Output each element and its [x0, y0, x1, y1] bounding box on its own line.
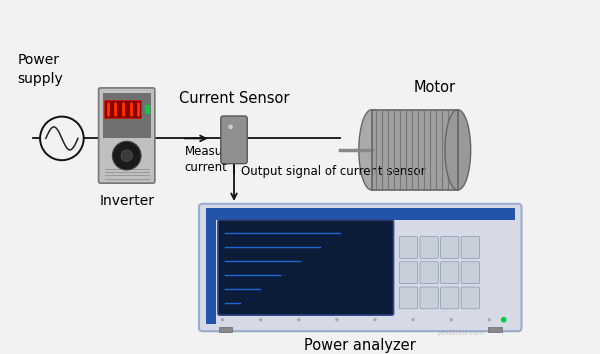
Text: jiexiantu·com: jiexiantu·com	[437, 330, 484, 336]
Circle shape	[501, 317, 506, 322]
FancyBboxPatch shape	[399, 236, 418, 258]
FancyBboxPatch shape	[420, 287, 438, 309]
Text: Power analyzer: Power analyzer	[304, 338, 416, 353]
FancyBboxPatch shape	[399, 262, 418, 284]
FancyBboxPatch shape	[440, 287, 459, 309]
Bar	[206, 209, 515, 220]
Bar	[103, 92, 151, 138]
Circle shape	[228, 125, 233, 129]
Circle shape	[488, 318, 491, 321]
Circle shape	[112, 141, 141, 170]
Bar	[372, 110, 458, 190]
Bar	[104, 100, 141, 118]
Circle shape	[121, 150, 133, 161]
Text: Motor: Motor	[414, 80, 456, 95]
Circle shape	[221, 318, 224, 321]
Text: Output signal of current sensor: Output signal of current sensor	[241, 165, 425, 178]
FancyBboxPatch shape	[440, 262, 459, 284]
FancyBboxPatch shape	[420, 236, 438, 258]
Circle shape	[412, 318, 415, 321]
FancyBboxPatch shape	[221, 116, 247, 164]
Circle shape	[297, 318, 301, 321]
FancyBboxPatch shape	[218, 220, 394, 315]
FancyBboxPatch shape	[399, 287, 418, 309]
FancyBboxPatch shape	[199, 204, 521, 331]
Bar	[488, 327, 502, 332]
Text: Power
supply: Power supply	[17, 53, 64, 86]
Circle shape	[335, 318, 338, 321]
Bar	[145, 104, 149, 114]
Circle shape	[259, 318, 262, 321]
FancyBboxPatch shape	[461, 236, 479, 258]
Bar	[206, 220, 216, 324]
Text: Inverter: Inverter	[99, 194, 154, 208]
Bar	[372, 110, 458, 190]
Bar	[218, 327, 232, 332]
Text: Current Sensor: Current Sensor	[179, 91, 289, 106]
Text: Measured
current: Measured current	[185, 145, 242, 174]
FancyBboxPatch shape	[461, 262, 479, 284]
Circle shape	[449, 318, 453, 321]
Circle shape	[373, 318, 377, 321]
Ellipse shape	[445, 110, 471, 190]
FancyBboxPatch shape	[461, 287, 479, 309]
FancyBboxPatch shape	[98, 88, 155, 183]
Ellipse shape	[359, 110, 385, 190]
FancyBboxPatch shape	[440, 236, 459, 258]
FancyBboxPatch shape	[420, 262, 438, 284]
